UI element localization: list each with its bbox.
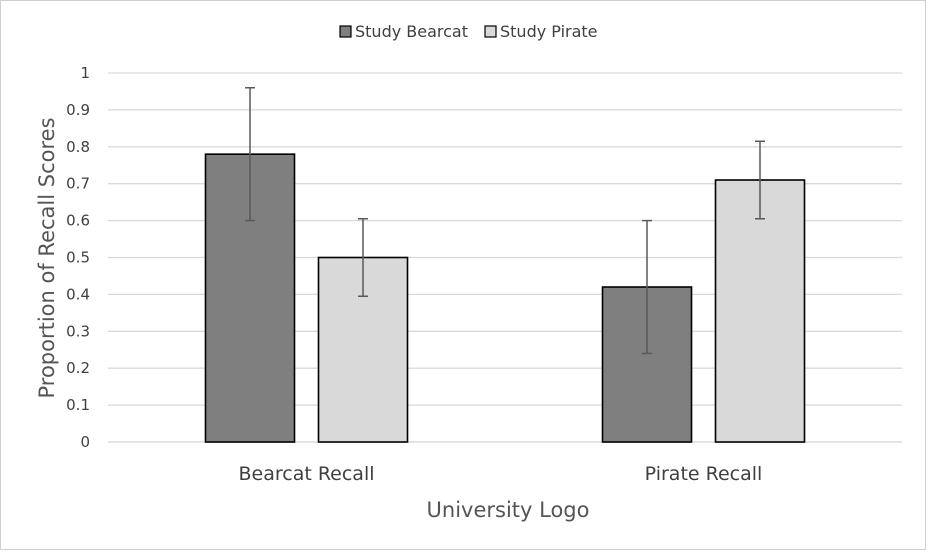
legend-swatch	[339, 25, 352, 38]
error-bars	[245, 87, 765, 355]
x-axis-title: University Logo	[427, 498, 590, 522]
y-tick-label: 0.1	[66, 396, 90, 414]
y-tick-label: 0.6	[66, 212, 90, 230]
y-tick-label: 0	[80, 433, 90, 451]
x-category-label: Pirate Recall	[645, 463, 763, 485]
y-tick-label: 0.4	[66, 285, 90, 303]
y-tick-label: 0.3	[66, 322, 90, 340]
legend-swatch	[484, 25, 497, 38]
y-tick-label: 0.2	[66, 359, 90, 377]
y-tick-label: 0.5	[66, 249, 90, 267]
y-tick-labels: 0 0.1 0.2 0.3 0.4 0.5 0.6 0.7 0.8 0.9 1	[66, 64, 90, 451]
y-tick-label: 1	[80, 64, 90, 82]
y-axis-title: Proportion of Recall Scores	[35, 117, 59, 398]
bars	[204, 153, 806, 443]
x-category-label: Bearcat Recall	[238, 463, 374, 485]
y-tick-label: 0.9	[66, 101, 90, 119]
y-tick-label: 0.8	[66, 138, 90, 156]
x-category-labels: Bearcat Recall Pirate Recall	[238, 463, 762, 485]
legend-label: Study Bearcat	[355, 22, 468, 41]
legend-label: Study Pirate	[500, 22, 598, 41]
legend: Study Bearcat Study Pirate	[339, 22, 598, 41]
bar	[714, 179, 806, 443]
y-tick-label: 0.7	[66, 175, 90, 193]
